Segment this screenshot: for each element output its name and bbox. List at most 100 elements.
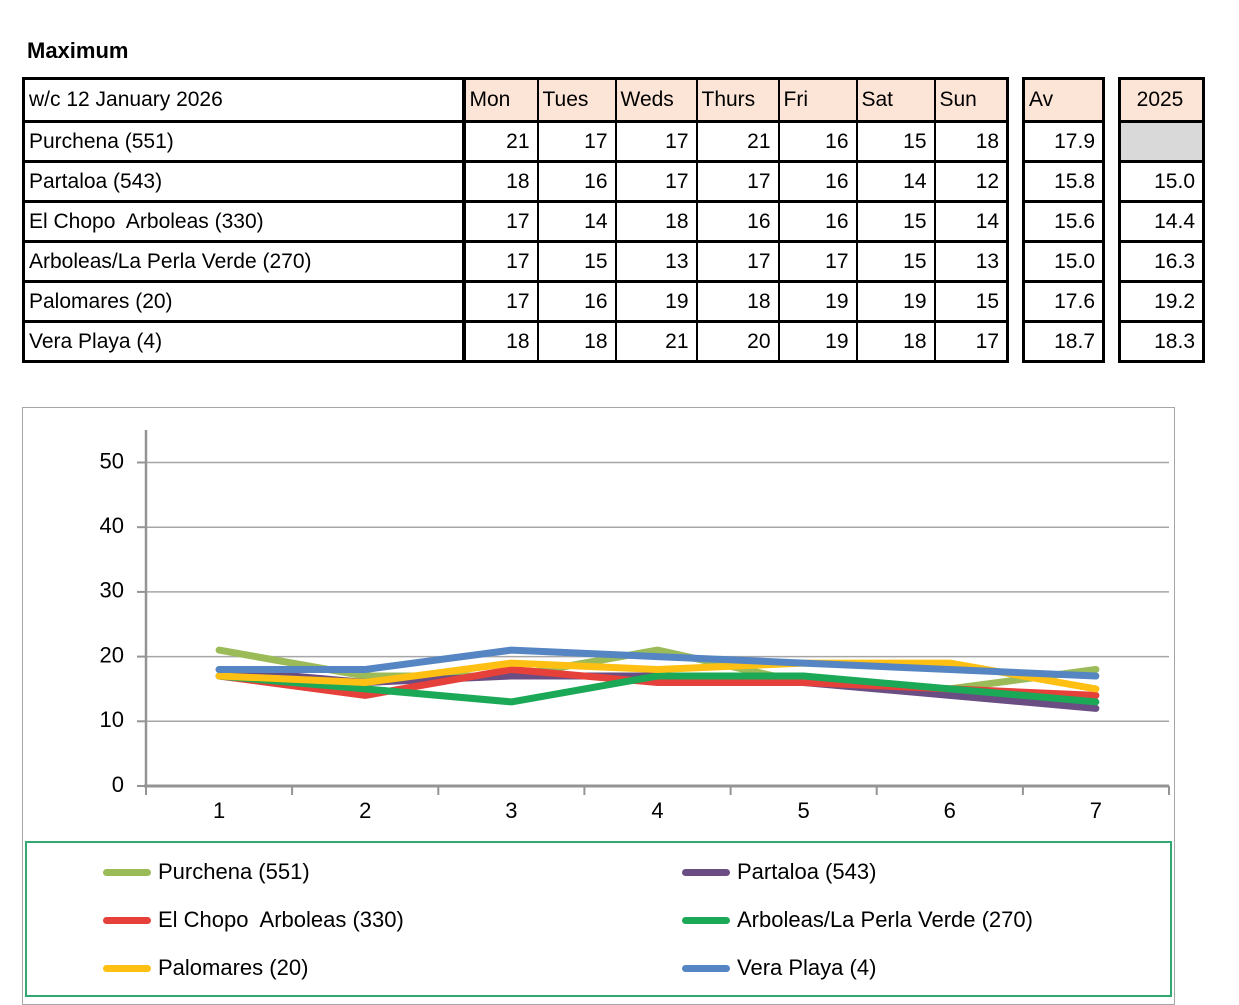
table-row: Arboleas/La Perla Verde (270) 17 15 13 1… [22,240,1009,283]
av-cell: 15.6 [1022,200,1105,243]
value-cell: 17 [462,280,539,323]
series-lines [215,646,1100,712]
legend-swatch-el-chopo [103,916,151,924]
value-cell: 18 [614,200,698,243]
day-header-mon: Mon [462,77,539,123]
series-line-4 [215,659,1100,693]
legend-swatch-palomares [103,964,151,972]
value-cell: 15 [855,240,936,283]
legend-item: Purchena (551) [103,859,310,885]
av-cell: 17.6 [1022,280,1105,323]
table-row: Palomares (20) 17 16 19 18 19 19 15 [22,280,1009,323]
row-label: El Chopo Arboleas (330) [22,200,466,243]
legend-swatch-partaloa [682,868,730,876]
day-header-fri: Fri [777,77,858,123]
value-cell: 16 [777,200,858,243]
legend-item: Vera Playa (4) [682,955,876,981]
x-axis-label: 3 [505,798,517,823]
legend-swatch-vera-playa [682,964,730,972]
year-cell: 19.2 [1118,280,1205,323]
av-header: Av [1022,77,1105,123]
year-cell: 18.3 [1118,320,1205,363]
day-header-thurs: Thurs [695,77,780,123]
legend-label: Purchena (551) [158,859,310,884]
value-cell: 17 [695,160,780,203]
av-cell: 18.7 [1022,320,1105,363]
value-cell: 20 [695,320,780,363]
x-axis-label: 1 [213,798,225,823]
value-cell: 17 [536,120,617,163]
day-header-sat: Sat [855,77,936,123]
value-cell: 16 [695,200,780,243]
value-cell: 17 [614,160,698,203]
value-cell: 17 [462,200,539,243]
previous-year-table: 2025 15.0 14.4 16.3 19.2 18.3 [1118,77,1205,363]
table-row: Purchena (551) 21 17 17 21 16 15 18 [22,120,1009,163]
x-axis-label: 7 [1090,798,1102,823]
value-cell: 16 [777,160,858,203]
year-cell: 15.0 [1118,160,1205,203]
x-axis-label: 4 [651,798,663,823]
table-title: Maximum [27,38,129,63]
legend-swatch-arboleas [682,916,730,924]
day-header-weds: Weds [614,77,698,123]
legend-item: El Chopo Arboleas (330) [103,907,404,933]
year-header: 2025 [1118,77,1205,123]
av-cell: 17.9 [1022,120,1105,163]
value-cell: 17 [614,120,698,163]
value-cell: 19 [614,280,698,323]
line-chart: 50 40 30 20 10 0 1 2 3 4 5 6 7 Purchena … [22,407,1175,1005]
value-cell: 18 [462,320,539,363]
value-cell: 19 [777,320,858,363]
value-cell: 21 [695,120,780,163]
row-label: Palomares (20) [22,280,466,323]
value-cell: 14 [933,200,1009,243]
value-cell: 17 [462,240,539,283]
value-cell: 21 [614,320,698,363]
weekly-max-table: w/c 12 January 2026 Mon Tues Weds Thurs … [22,77,1009,363]
value-cell: 15 [855,200,936,243]
row-label: Vera Playa (4) [22,320,466,363]
y-axis-label: 20 [100,642,124,667]
series-line-5 [215,646,1100,680]
y-axis-label: 30 [100,578,124,603]
legend-label: Arboleas/La Perla Verde (270) [737,907,1033,932]
value-cell: 18 [855,320,936,363]
value-cell: 14 [536,200,617,243]
average-table: Av 17.9 15.8 15.6 15.0 17.6 18.7 [1022,77,1105,363]
week-label: w/c 12 January 2026 [22,77,466,123]
value-cell: 18 [933,120,1009,163]
day-header-sun: Sun [933,77,1009,123]
av-cell: 15.8 [1022,160,1105,203]
value-cell: 16 [536,160,617,203]
series-line-3 [215,672,1100,706]
value-cell: 13 [614,240,698,283]
y-axis-label: 40 [100,513,124,538]
legend-swatch-purchena [103,868,151,876]
x-axis-label: 6 [944,798,956,823]
year-cell: 14.4 [1118,200,1205,243]
value-cell: 17 [777,240,858,283]
x-axis-label: 2 [359,798,371,823]
value-cell: 13 [933,240,1009,283]
legend-item: Arboleas/La Perla Verde (270) [682,907,1033,933]
value-cell: 18 [536,320,617,363]
table-row: Partaloa (543) 18 16 17 17 16 14 12 [22,160,1009,203]
value-cell: 17 [933,320,1009,363]
value-cell: 14 [855,160,936,203]
row-label: Partaloa (543) [22,160,466,203]
x-axis-label: 5 [797,798,809,823]
day-header-tues: Tues [536,77,617,123]
legend-label: El Chopo Arboleas (330) [158,907,404,932]
y-axis-label: 0 [112,772,124,797]
value-cell: 15 [855,120,936,163]
legend-label: Palomares (20) [158,955,309,980]
table-header-row: w/c 12 January 2026 Mon Tues Weds Thurs … [22,77,1009,123]
chart-legend: Purchena (551) Partaloa (543) El Chopo A… [25,841,1172,997]
value-cell: 16 [777,120,858,163]
value-cell: 19 [777,280,858,323]
legend-label: Vera Playa (4) [737,955,877,980]
value-cell: 16 [536,280,617,323]
value-cell: 19 [855,280,936,323]
value-cell: 18 [695,280,780,323]
